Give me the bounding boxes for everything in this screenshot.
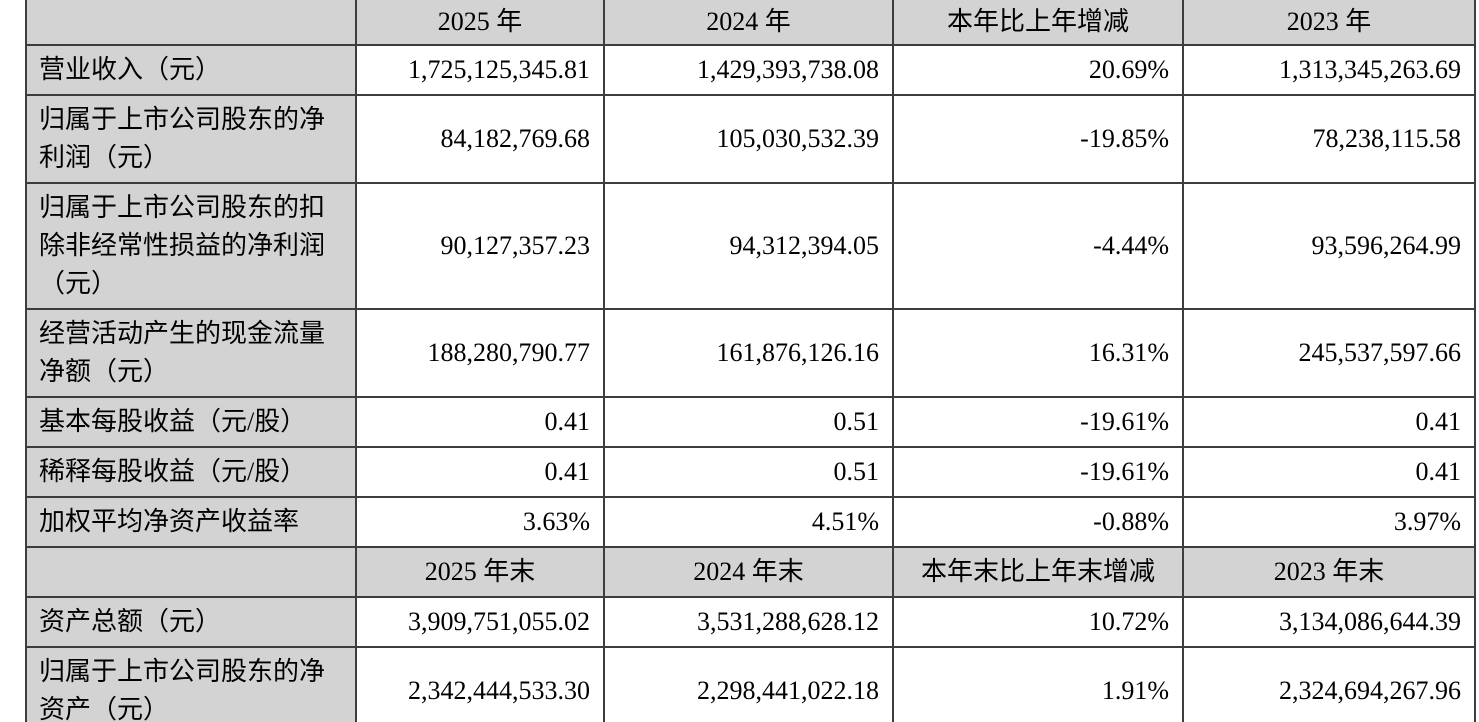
value-2025: 90,127,357.23 bbox=[355, 182, 605, 310]
row-label: 归属于上市公司股东的扣除非经常性损益的净利润（元） bbox=[25, 182, 357, 310]
value-change: -19.61% bbox=[892, 396, 1184, 448]
value-2023: 78,238,115.58 bbox=[1182, 94, 1476, 184]
value-2023-end: 2,324,694,267.96 bbox=[1182, 646, 1476, 722]
value-2023: 93,596,264.99 bbox=[1182, 182, 1476, 310]
value-2023: 245,537,597.66 bbox=[1182, 308, 1476, 398]
table-row-net-profit-excl-nonrecurring: 归属于上市公司股东的扣除非经常性损益的净利润（元） 90,127,357.23 … bbox=[25, 182, 1476, 310]
value-2023-end: 3,134,086,644.39 bbox=[1182, 596, 1476, 648]
row-label: 基本每股收益（元/股） bbox=[25, 396, 357, 448]
value-2024: 0.51 bbox=[603, 446, 894, 498]
header-cell-2025: 2025 年 bbox=[355, 0, 605, 46]
value-2025: 188,280,790.77 bbox=[355, 308, 605, 398]
table-row-operating-revenue: 营业收入（元） 1,725,125,345.81 1,429,393,738.0… bbox=[25, 44, 1476, 96]
table-row-net-assets: 归属于上市公司股东的净资产（元） 2,342,444,533.30 2,298,… bbox=[25, 646, 1476, 722]
value-2023: 1,313,345,263.69 bbox=[1182, 44, 1476, 96]
row-label: 加权平均净资产收益率 bbox=[25, 496, 357, 548]
value-change: 20.69% bbox=[892, 44, 1184, 96]
header-cell-2023: 2023 年 bbox=[1182, 0, 1476, 46]
value-2024: 105,030,532.39 bbox=[603, 94, 894, 184]
value-change: -19.61% bbox=[892, 446, 1184, 498]
value-change: -4.44% bbox=[892, 182, 1184, 310]
value-2024: 1,429,393,738.08 bbox=[603, 44, 894, 96]
row-label: 稀释每股收益（元/股） bbox=[25, 446, 357, 498]
value-2023: 0.41 bbox=[1182, 446, 1476, 498]
header-cell-yoy-end-change: 本年末比上年末增减 bbox=[892, 546, 1184, 598]
table-row-net-profit: 归属于上市公司股东的净利润（元） 84,182,769.68 105,030,5… bbox=[25, 94, 1476, 184]
header-cell-yoy-change: 本年比上年增减 bbox=[892, 0, 1184, 46]
row-label: 归属于上市公司股东的净利润（元） bbox=[25, 94, 357, 184]
value-2025: 1,725,125,345.81 bbox=[355, 44, 605, 96]
header-cell-2023-end: 2023 年末 bbox=[1182, 546, 1476, 598]
table-row-operating-cash-flow: 经营活动产生的现金流量净额（元） 188,280,790.77 161,876,… bbox=[25, 308, 1476, 398]
value-2024: 161,876,126.16 bbox=[603, 308, 894, 398]
value-change: -19.85% bbox=[892, 94, 1184, 184]
value-2023: 0.41 bbox=[1182, 396, 1476, 448]
header-cell-2025-end: 2025 年末 bbox=[355, 546, 605, 598]
table-row-total-assets: 资产总额（元） 3,909,751,055.02 3,531,288,628.1… bbox=[25, 596, 1476, 648]
table-row-diluted-eps: 稀释每股收益（元/股） 0.41 0.51 -19.61% 0.41 bbox=[25, 446, 1476, 498]
value-2025-end: 3,909,751,055.02 bbox=[355, 596, 605, 648]
value-2024-end: 3,531,288,628.12 bbox=[603, 596, 894, 648]
value-2024: 0.51 bbox=[603, 396, 894, 448]
row-label: 经营活动产生的现金流量净额（元） bbox=[25, 308, 357, 398]
value-2024: 4.51% bbox=[603, 496, 894, 548]
row-label: 归属于上市公司股东的净资产（元） bbox=[25, 646, 357, 722]
value-2025: 0.41 bbox=[355, 446, 605, 498]
key-financials-table: 2025 年 2024 年 本年比上年增减 2023 年 营业收入（元） 1,7… bbox=[25, 0, 1476, 722]
value-2024-end: 2,298,441,022.18 bbox=[603, 646, 894, 722]
header-cell-blank bbox=[25, 546, 357, 598]
header-cell-2024-end: 2024 年末 bbox=[603, 546, 894, 598]
table-row-weighted-avg-roe: 加权平均净资产收益率 3.63% 4.51% -0.88% 3.97% bbox=[25, 496, 1476, 548]
header-row-year-end: 2025 年末 2024 年末 本年末比上年末增减 2023 年末 bbox=[25, 546, 1476, 598]
value-change: 1.91% bbox=[892, 646, 1184, 722]
row-label: 资产总额（元） bbox=[25, 596, 357, 648]
value-change: 16.31% bbox=[892, 308, 1184, 398]
value-change: -0.88% bbox=[892, 496, 1184, 548]
value-2025: 3.63% bbox=[355, 496, 605, 548]
header-cell-blank bbox=[25, 0, 357, 46]
value-2023: 3.97% bbox=[1182, 496, 1476, 548]
table-row-basic-eps: 基本每股收益（元/股） 0.41 0.51 -19.61% 0.41 bbox=[25, 396, 1476, 448]
header-cell-2024: 2024 年 bbox=[603, 0, 894, 46]
row-label: 营业收入（元） bbox=[25, 44, 357, 96]
value-2025-end: 2,342,444,533.30 bbox=[355, 646, 605, 722]
value-2024: 94,312,394.05 bbox=[603, 182, 894, 310]
header-row-annual: 2025 年 2024 年 本年比上年增减 2023 年 bbox=[25, 0, 1476, 46]
value-2025: 84,182,769.68 bbox=[355, 94, 605, 184]
value-2025: 0.41 bbox=[355, 396, 605, 448]
value-change: 10.72% bbox=[892, 596, 1184, 648]
